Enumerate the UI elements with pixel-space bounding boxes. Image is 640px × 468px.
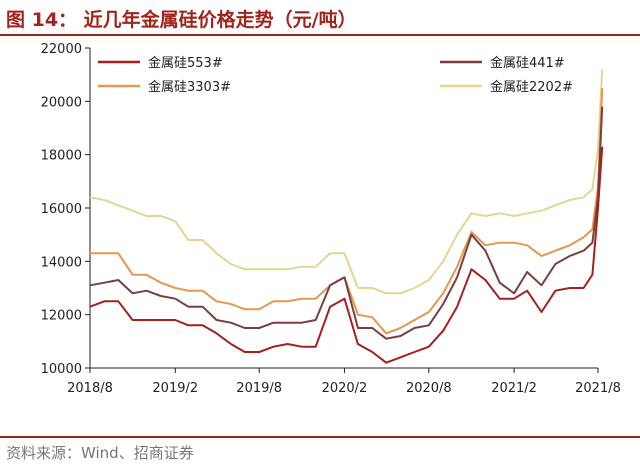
- y-tick-label: 12000: [41, 309, 82, 324]
- x-tick-label: 2020/2: [322, 381, 368, 396]
- x-tick-label: 2021/2: [491, 381, 537, 396]
- x-tick-label: 2021/8: [575, 381, 621, 396]
- series-line-0: [89, 146, 604, 364]
- x-tick-label: 2020/8: [406, 381, 452, 396]
- y-tick-label: 22000: [41, 42, 82, 57]
- y-tick-label: 18000: [41, 149, 82, 164]
- price-chart: 10000 12000 14000 16000 18000 20000 22000 2018/…: [41, 42, 621, 396]
- y-tick-label: 10000: [41, 362, 82, 377]
- legend-label-2: 金属硅3303#: [148, 79, 231, 95]
- legend-label-1: 金属硅441#: [490, 55, 565, 71]
- source-note: 资料来源：Wind、招商证券: [6, 444, 194, 462]
- x-tick-label: 2019/2: [152, 381, 198, 396]
- figure-title: 图 14： 近几年金属硅价格走势（元/吨）: [6, 9, 357, 31]
- y-tick-label: 20000: [41, 95, 82, 110]
- legend-label-3: 金属硅2202#: [490, 79, 573, 95]
- x-tick-label: 2018/8: [67, 381, 113, 396]
- series-line-1: [89, 106, 604, 340]
- y-tick-label: 16000: [41, 202, 82, 217]
- figure-title-bar: 图 14： 近几年金属硅价格走势（元/吨）: [0, 0, 640, 36]
- series-line-2: [90, 87, 604, 335]
- x-tick-label: 2019/8: [236, 381, 282, 396]
- legend-label-0: 金属硅553#: [148, 55, 223, 71]
- source-divider: [0, 436, 640, 438]
- y-tick-label: 14000: [41, 255, 82, 270]
- series-line-3: [89, 69, 604, 295]
